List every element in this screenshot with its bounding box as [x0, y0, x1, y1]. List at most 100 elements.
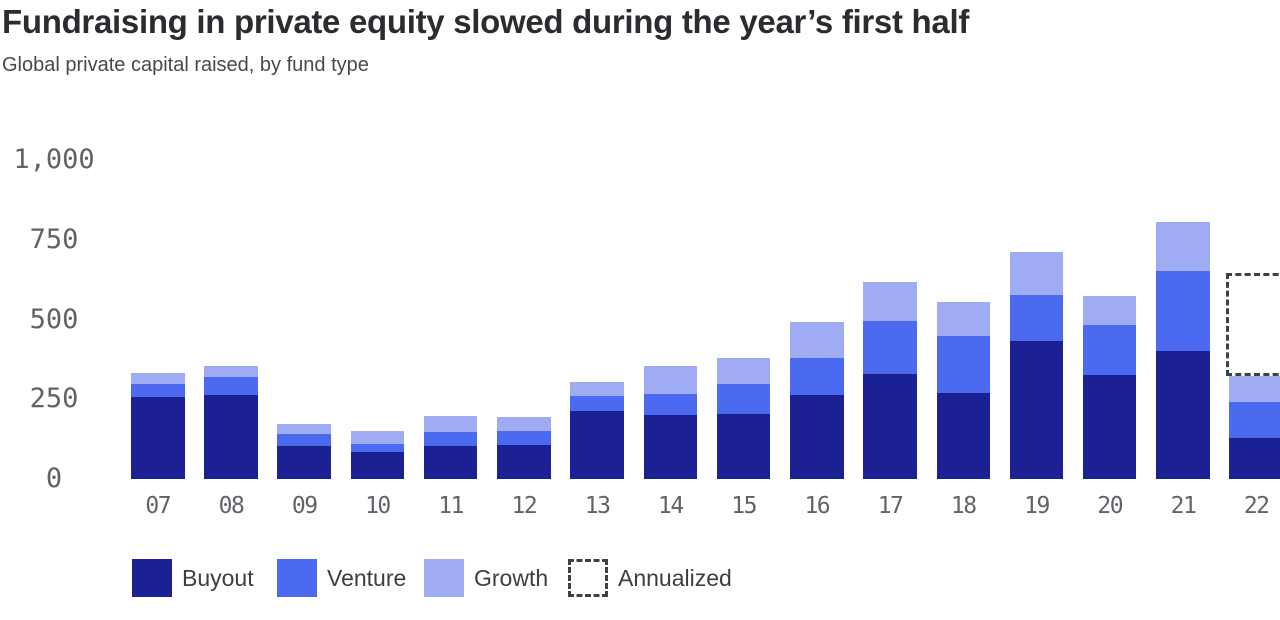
bar-segment-growth-13 [570, 382, 624, 397]
bar-22 [1229, 375, 1280, 479]
y-tick-label-750: 750 [29, 223, 79, 255]
bar-segment-buyout-13 [570, 410, 624, 479]
x-tick-label-20: 20 [1097, 493, 1123, 519]
bar-segment-buyout-15 [716, 413, 771, 479]
x-tick-label-07: 07 [145, 493, 171, 519]
bar-segment-venture-21 [1156, 270, 1210, 351]
y-tick-label-0: 0 [45, 463, 63, 494]
bar-segment-buyout-22 [1229, 437, 1280, 479]
x-tick-label-10: 10 [365, 493, 391, 519]
bar-segment-buyout-11 [423, 446, 478, 479]
bar-segment-venture-13 [570, 396, 624, 411]
x-tick-label-12: 12 [511, 493, 538, 519]
x-tick-label-13: 13 [584, 493, 611, 519]
legend-label-annualized: Annualized [618, 565, 732, 591]
bar-17 [863, 281, 917, 479]
legend-item-buyout: Buyout [132, 558, 254, 598]
bar-07 [131, 372, 185, 479]
bar-segment-venture-20 [1082, 324, 1137, 375]
x-tick-label-19: 19 [1024, 493, 1050, 519]
x-tick-label-16: 16 [804, 493, 830, 519]
bar-segment-buyout-21 [1156, 350, 1210, 479]
bar-segment-venture-14 [643, 393, 698, 415]
bar-segment-buyout-14 [643, 414, 698, 479]
y-tick-label-250: 250 [29, 383, 79, 415]
bar-segment-growth-18 [936, 301, 991, 337]
bar-segment-venture-16 [790, 358, 844, 396]
chart-title: Fundraising in private equity slowed dur… [2, 3, 970, 40]
bar-segment-venture-17 [863, 321, 917, 375]
x-tick-label-11: 11 [438, 493, 464, 519]
growth-swatch-icon [424, 559, 464, 597]
bar-10 [350, 430, 405, 479]
bar-segment-growth-15 [716, 358, 771, 384]
bar-segment-buyout-10 [350, 451, 405, 479]
bar-segment-venture-09 [277, 434, 331, 446]
bar-segment-growth-12 [497, 417, 551, 431]
bar-segment-growth-19 [1009, 251, 1064, 295]
venture-swatch-icon [277, 559, 317, 597]
bar-15 [716, 358, 771, 479]
bar-segment-growth-10 [350, 430, 405, 445]
bar-segment-buyout-19 [1009, 340, 1064, 479]
bar-11 [423, 415, 478, 479]
bar-segment-growth-16 [790, 321, 844, 359]
bar-segment-buyout-17 [863, 374, 917, 479]
bar-segment-venture-15 [716, 383, 771, 414]
bar-segment-venture-08 [204, 376, 258, 395]
bar-08 [204, 366, 258, 479]
bar-segment-buyout-07 [131, 397, 185, 479]
legend-item-annualized: Annualized [568, 558, 732, 598]
bar-segment-growth-08 [204, 366, 258, 377]
bar-12 [497, 417, 551, 479]
x-tick-label-22: 22 [1243, 493, 1270, 519]
bar-segment-venture-22 [1229, 402, 1280, 438]
annualized-projection-box [1226, 273, 1280, 376]
x-tick-label-17: 17 [877, 493, 904, 519]
chart-subtitle: Global private capital raised, by fund t… [2, 54, 369, 76]
x-tick-label-18: 18 [950, 493, 977, 519]
bar-segment-venture-18 [936, 336, 991, 393]
x-tick-label-08: 08 [218, 493, 245, 519]
bar-segment-growth-09 [277, 424, 331, 435]
bar-segment-growth-14 [643, 366, 698, 394]
legend: Buyout Venture Growth Annualized [0, 558, 1280, 602]
bar-segment-venture-11 [423, 432, 478, 447]
bar-18 [936, 301, 991, 479]
bar-16 [790, 321, 844, 479]
x-tick-label-09: 09 [291, 493, 318, 519]
bar-segment-growth-21 [1156, 221, 1210, 271]
bar-segment-growth-20 [1082, 295, 1137, 325]
buyout-swatch-icon [132, 559, 172, 597]
bar-20 [1082, 295, 1137, 479]
bar-19 [1009, 251, 1064, 479]
bar-21 [1156, 221, 1210, 479]
bar-segment-growth-17 [863, 281, 917, 322]
legend-label-growth: Growth [474, 565, 549, 591]
bar-09 [277, 424, 331, 479]
bar-segment-buyout-12 [497, 444, 551, 479]
bar-segment-venture-07 [131, 384, 185, 398]
x-tick-label-14: 14 [658, 493, 684, 519]
bar-segment-buyout-09 [277, 445, 331, 479]
bar-segment-growth-11 [423, 415, 478, 433]
bar-segment-venture-10 [350, 444, 405, 452]
bar-segment-buyout-18 [936, 392, 991, 479]
y-tick-label-500: 500 [29, 303, 79, 335]
bar-segment-venture-12 [497, 430, 551, 445]
bar-14 [643, 366, 698, 479]
bar-segment-growth-22 [1229, 375, 1280, 403]
x-tick-label-21: 21 [1170, 493, 1197, 519]
x-tick-label-15: 15 [731, 493, 757, 519]
legend-label-buyout: Buyout [182, 565, 254, 591]
bar-segment-venture-19 [1009, 294, 1064, 341]
bar-13 [570, 382, 624, 479]
bar-segment-buyout-20 [1082, 374, 1137, 479]
legend-label-venture: Venture [327, 565, 407, 591]
y-tick-label-1,000: 1,000 [13, 144, 95, 175]
legend-item-growth: Growth [424, 558, 548, 598]
annualized-swatch-icon [568, 559, 608, 597]
bar-segment-growth-07 [131, 372, 185, 385]
